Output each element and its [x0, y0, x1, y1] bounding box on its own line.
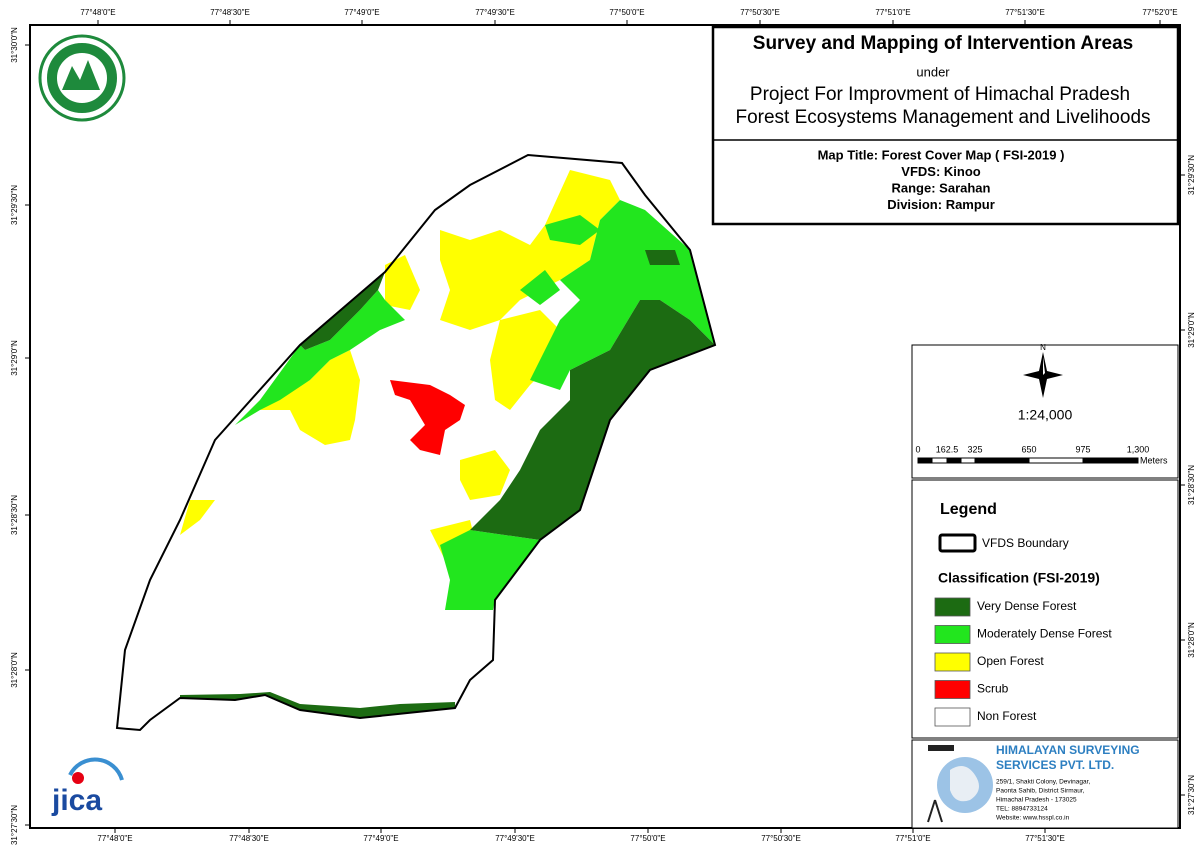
legend-swatch [934, 597, 971, 617]
scale-label: 0 [915, 444, 920, 454]
legend-label: Non Forest [977, 709, 1037, 723]
company-address: Himachal Pradesh - 173025 [996, 797, 1077, 804]
open-forest-patch [460, 450, 510, 500]
open-forest-patch [260, 350, 360, 445]
open-forest-patch [490, 310, 560, 410]
very-dense-patch [645, 250, 680, 265]
legend-label: VFDS Boundary [982, 536, 1069, 550]
legend-label: Very Dense Forest [977, 599, 1077, 613]
top-coord-label: 77°48'30"E [210, 8, 250, 17]
scale-label: 975 [1075, 444, 1090, 454]
very-dense-patch [180, 692, 455, 718]
top-coord-label: 77°50'30"E [740, 8, 780, 17]
top-coord-label: 77°50'0"E [609, 8, 644, 17]
left-coord-label: 31°28'0"N [10, 652, 19, 688]
scale-segment [931, 457, 948, 464]
bottom-coord-label: 77°49'30"E [495, 834, 535, 843]
bottom-coord-label: 77°51'0"E [895, 834, 930, 843]
scale-ratio: 1:24,000 [1018, 407, 1073, 423]
scale-segment [1082, 457, 1139, 464]
title: Survey and Mapping of Intervention Areas [753, 33, 1133, 54]
bottom-coord-label: 77°49'0"E [363, 834, 398, 843]
map-frame [29, 24, 1181, 829]
boundary-swatch [938, 533, 977, 553]
moderately-dense-patch [545, 215, 600, 245]
company-address: TEL: 8894733124 [996, 806, 1048, 813]
moderately-dense-patch [235, 290, 405, 425]
top-coord-label: 77°49'0"E [344, 8, 379, 17]
company-logo [927, 745, 993, 823]
right-coord-label: 31°29'30"N [1187, 155, 1196, 195]
bottom-coord-label: 77°48'30"E [229, 834, 269, 843]
right-coord-label: 31°28'0"N [1187, 622, 1196, 658]
bottom-coord-label: 77°51'30"E [1025, 834, 1065, 843]
top-coord-label: 77°51'0"E [875, 8, 910, 17]
scrub-patch [390, 380, 465, 455]
moderately-dense-patch [530, 200, 715, 390]
very-dense-patch [470, 300, 715, 540]
right-coord-label: 31°28'30"N [1187, 465, 1196, 505]
scale-segment [1028, 457, 1084, 464]
scale-segment [974, 457, 1030, 464]
map-info-line: VFDS: Kinoo [901, 164, 980, 179]
open-forest-patch [385, 255, 420, 310]
classification-title: Classification (FSI-2019) [938, 570, 1100, 586]
scale-bar: 0 162.5 325 650 975 1,300 [915, 444, 1150, 464]
scale-unit: Meters [1140, 455, 1168, 465]
bottom-coord-label: 77°50'0"E [630, 834, 665, 843]
legend-swatch [934, 652, 971, 672]
moderately-dense-patch [520, 270, 560, 305]
forest-dept-logo [38, 34, 126, 122]
legend-swatch [934, 680, 971, 699]
company-address: Paonta Sahib, District Sirmaur, [996, 788, 1085, 795]
top-coord-label: 77°51'30"E [1005, 8, 1045, 17]
left-coord-label: 31°29'0"N [10, 340, 19, 376]
bottom-coord-label: 77°50'30"E [761, 834, 801, 843]
vfds-boundary [115, 153, 717, 732]
moderately-dense-patch [440, 530, 540, 610]
left-coord-label: 31°28'30"N [10, 495, 19, 535]
map-info-line: Range: Sarahan [892, 180, 991, 195]
company-address: 259/1, Shakti Colony, Devinagar, [996, 779, 1090, 786]
scale-segment [917, 457, 933, 464]
scale-label: 1,300 [1127, 444, 1150, 454]
company-address: Website: www.hsspl.co.in [996, 815, 1070, 822]
scale-label: 650 [1021, 444, 1036, 454]
left-coord-label: 31°27'30"N [10, 805, 19, 845]
open-forest-patch [440, 170, 620, 330]
jica-text: jica [51, 784, 102, 817]
company-name: HIMALAYAN SURVEYING [996, 743, 1140, 757]
north-label: N [1040, 343, 1046, 352]
scale-segment [946, 457, 962, 464]
legend-title: Legend [940, 501, 997, 518]
subtitle-under: under [916, 64, 950, 79]
right-coord-label: 31°27'30"N [1187, 775, 1196, 815]
jica-logo: jica [51, 757, 124, 817]
legend-swatch [934, 625, 971, 644]
legend-label: Open Forest [977, 654, 1044, 668]
top-coord-label: 77°48'0"E [80, 8, 115, 17]
project-line: Forest Ecosystems Management and Livelih… [735, 107, 1150, 128]
legend-label: Scrub [977, 682, 1009, 696]
left-coord-label: 31°29'30"N [10, 185, 19, 225]
left-coord-label: 31°30'0"N [10, 27, 19, 63]
north-arrow [1023, 352, 1063, 398]
project-line: Project For Improvment of Himachal Prade… [750, 84, 1130, 105]
scale-segment [960, 457, 976, 464]
top-coord-label: 77°52'0"E [1142, 8, 1177, 17]
scale-label: 325 [967, 444, 982, 454]
open-forest-patch [180, 500, 215, 535]
top-coord-label: 77°49'30"E [475, 8, 515, 17]
company-name: SERVICES PVT. LTD. [996, 758, 1114, 772]
bottom-coord-label: 77°48'0"E [97, 834, 132, 843]
right-coord-label: 31°29'0"N [1187, 312, 1196, 348]
forest-patches [180, 170, 715, 718]
map-info-line: Division: Rampur [887, 197, 995, 212]
title-box [711, 25, 1180, 226]
legend-swatch [934, 707, 971, 727]
map-info-line: Map Title: Forest Cover Map ( FSI-2019 ) [818, 147, 1065, 162]
legend-label: Moderately Dense Forest [977, 627, 1112, 641]
scale-label: 162.5 [936, 444, 959, 454]
